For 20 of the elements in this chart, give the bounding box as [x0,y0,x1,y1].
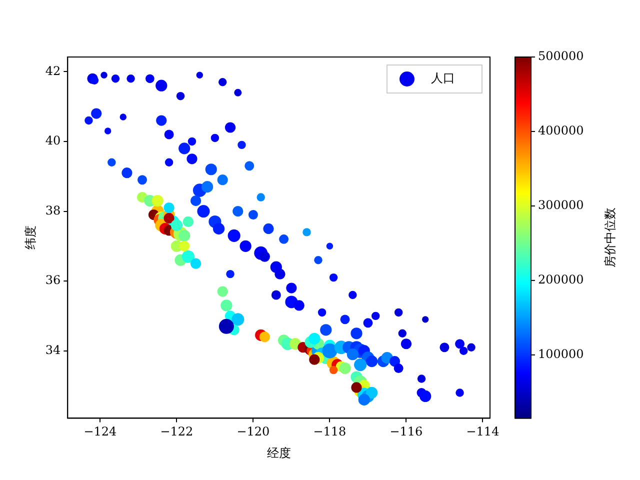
color-bar-label: 500000 [538,49,584,64]
x-tick-label: −120 [236,424,270,439]
color-bar-label: 300000 [538,198,584,212]
x-axis-title: 经度 [266,446,291,460]
y-tick-label: 34 [45,342,62,357]
y-axis-title: 纬度 [23,226,38,250]
color-bar-title: 房价中位数 [603,208,618,268]
x-tick-label: −122 [160,424,194,439]
y-tick-label: 40 [45,134,61,148]
color-bar-label: 400000 [538,124,584,138]
x-tick-label: −124 [84,424,118,439]
color-bar-label: 200000 [538,272,584,287]
y-tick-label: 38 [45,203,61,218]
color-bar-label: 100000 [538,347,584,362]
y-tick-label: 42 [45,64,61,78]
x-tick-label: −118 [313,424,346,439]
x-tick-label: −116 [390,424,423,439]
x-tick-label: −114 [466,424,500,439]
legend-label: 人口 [431,71,455,86]
y-tick-label: 36 [45,273,61,288]
